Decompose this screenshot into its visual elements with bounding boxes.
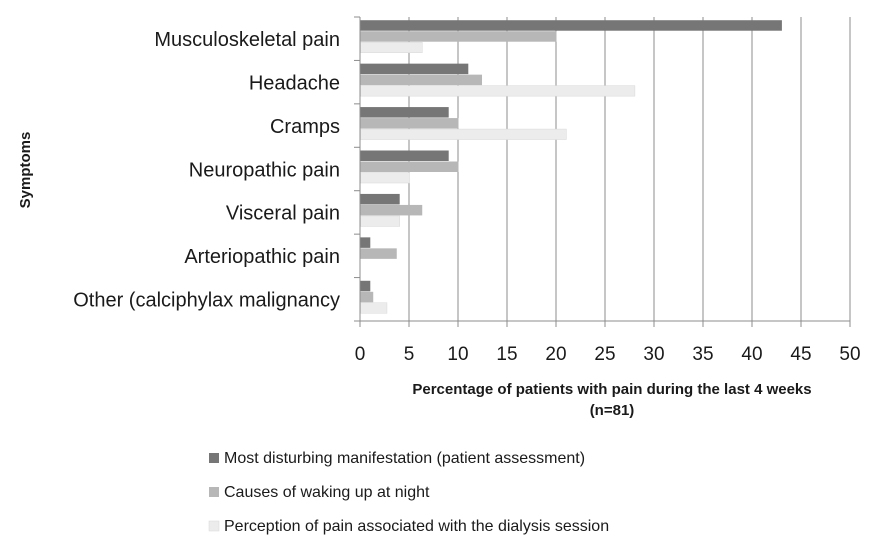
- bar: [360, 150, 449, 161]
- bar: [360, 63, 469, 75]
- bar: [360, 172, 410, 184]
- category-label: Other (calciphylax malignancy: [73, 290, 340, 312]
- x-axis-title-line-1: Percentage of patients with pain during …: [412, 381, 811, 398]
- bar: [360, 20, 782, 31]
- legend-swatch: [208, 520, 220, 532]
- category-label: Neuropathic pain: [189, 159, 340, 181]
- bar: [360, 161, 459, 172]
- bar: [360, 291, 374, 303]
- x-tick-label: 5: [404, 344, 415, 365]
- legend-label: Perception of pain associated with the d…: [224, 518, 609, 535]
- x-tick-label: 50: [839, 344, 860, 365]
- y-axis-title: Symptoms: [17, 132, 34, 209]
- gridlines: [408, 17, 851, 321]
- bar: [360, 302, 388, 314]
- x-tick-label: 35: [692, 344, 713, 365]
- x-tick-label: 40: [741, 344, 762, 365]
- legend-label: Causes of waking up at night: [224, 484, 430, 501]
- bar: [360, 41, 423, 53]
- x-tick-labels: 0 5 10 15 20 25 30 35 40 45 50: [355, 344, 861, 365]
- legend-swatch: [209, 487, 219, 497]
- x-tick-label: 15: [496, 344, 517, 365]
- x-axis-title-line-2: (n=81): [590, 402, 635, 419]
- bar: [360, 193, 400, 205]
- bar: [360, 107, 449, 118]
- legend-swatch: [209, 453, 219, 463]
- bar: [360, 204, 423, 216]
- x-tick-label: 25: [594, 344, 615, 365]
- bar: [360, 74, 483, 86]
- category-label: Arteriopathic pain: [184, 246, 340, 268]
- bar: [360, 128, 567, 140]
- x-tick-label: 0: [355, 344, 366, 365]
- x-tick-label: 45: [790, 344, 811, 365]
- bars: [360, 20, 782, 314]
- category-label: Musculoskeletal pain: [154, 29, 340, 51]
- axes: [354, 16, 851, 327]
- category-label: Cramps: [270, 116, 340, 138]
- x-tick-label: 30: [643, 344, 664, 365]
- category-labels: Musculoskeletal pain Headache Cramps Neurop…: [73, 29, 340, 312]
- bar: [360, 31, 557, 42]
- bar: [360, 215, 400, 227]
- bar: [360, 248, 397, 259]
- bar: [360, 237, 371, 248]
- x-tick-label: 20: [545, 344, 566, 365]
- x-tick-label: 10: [447, 344, 468, 365]
- legend: Most disturbing manifestation (patient a…: [208, 450, 609, 535]
- x-axis-title: Percentage of patients with pain during …: [412, 381, 811, 419]
- bar: [360, 118, 459, 129]
- bar: [360, 85, 636, 97]
- category-label: Headache: [249, 72, 340, 94]
- category-label: Visceral pain: [226, 203, 340, 225]
- bar: [360, 280, 371, 292]
- legend-label: Most disturbing manifestation (patient a…: [224, 450, 585, 467]
